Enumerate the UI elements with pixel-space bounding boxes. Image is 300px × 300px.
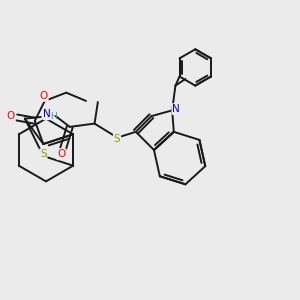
Text: N: N: [44, 109, 51, 119]
Text: O: O: [57, 149, 66, 159]
Text: H: H: [51, 112, 57, 121]
Text: N: N: [172, 104, 180, 114]
Text: O: O: [7, 111, 15, 122]
Text: S: S: [114, 134, 120, 144]
Text: S: S: [40, 149, 46, 159]
Text: O: O: [40, 91, 48, 101]
